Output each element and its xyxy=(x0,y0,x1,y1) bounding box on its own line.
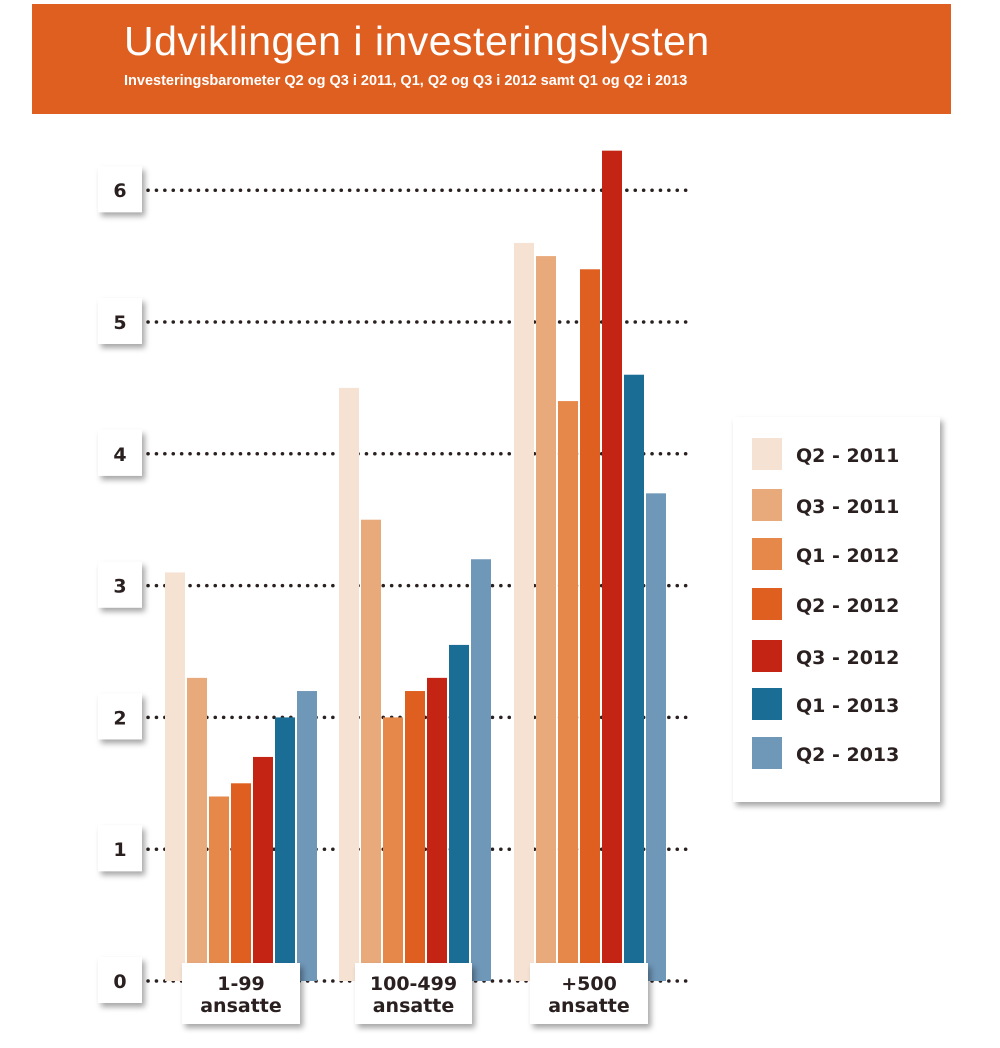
bar-Q1-2013-0 xyxy=(275,717,295,981)
bar-Q1-2012-2 xyxy=(558,401,578,982)
legend-swatch xyxy=(752,588,782,620)
bar-Q2-2013-1 xyxy=(471,559,491,981)
x-category-label: ansatte xyxy=(200,995,282,1017)
bar-Q3-2012-0 xyxy=(253,756,273,981)
legend-label: Q2 - 2011 xyxy=(796,445,899,467)
bar-Q3-2011-2 xyxy=(536,256,556,982)
legend-swatch xyxy=(752,737,782,769)
header-banner: Udviklingen i investeringslysten Investe… xyxy=(32,4,951,114)
bar-Q1-2012-1 xyxy=(383,717,403,981)
y-tick-box xyxy=(98,166,142,213)
legend-label: Q3 - 2012 xyxy=(796,647,899,669)
y-tick-box xyxy=(98,298,142,344)
x-category-label: 1-99 xyxy=(217,973,265,995)
x-category-label: 100-499 xyxy=(370,973,457,995)
y-tick-box xyxy=(98,825,142,872)
bar-Q2-2011-1 xyxy=(339,387,359,981)
legend-swatch xyxy=(752,438,782,470)
y-tick-label: 4 xyxy=(113,444,126,466)
bar-Q2-2011-2 xyxy=(514,242,534,982)
y-tick-box xyxy=(98,429,142,476)
x-category-box xyxy=(182,963,300,1024)
chart-title: Udviklingen i investeringslysten xyxy=(124,18,710,64)
bar-Q2-2011-0 xyxy=(165,572,185,981)
y-tick-label: 3 xyxy=(113,576,126,598)
bar-Q2-2012-0 xyxy=(231,783,251,981)
chart-subtitle: Investeringsbarometer Q2 og Q3 i 2011, Q… xyxy=(124,73,688,89)
bar-Q1-2013-2 xyxy=(624,374,644,982)
bar-Q3-2012-1 xyxy=(427,677,447,981)
x-category-label: ansatte xyxy=(548,995,630,1017)
x-category-label: +500 xyxy=(561,973,617,995)
bar-Q2-2012-1 xyxy=(405,691,425,981)
bar-Q1-2012-0 xyxy=(209,796,229,981)
x-category-box xyxy=(355,963,472,1024)
y-tick-box xyxy=(98,561,142,608)
legend-label: Q2 - 2012 xyxy=(796,595,899,617)
x-category-box xyxy=(530,963,648,1024)
legend-label: Q3 - 2011 xyxy=(796,496,899,518)
bar-Q1-2013-1 xyxy=(449,644,469,981)
x-category-label: ansatte xyxy=(373,995,455,1017)
legend-swatch xyxy=(752,640,782,672)
legend-label: Q2 - 2013 xyxy=(796,744,899,766)
y-tick-label: 2 xyxy=(113,707,126,729)
legend-swatch xyxy=(752,538,782,570)
legend-swatch xyxy=(752,688,782,720)
bar-Q2-2013-2 xyxy=(646,493,666,981)
bar-Q3-2011-1 xyxy=(361,519,381,981)
y-tick-box xyxy=(98,693,142,740)
legend-label: Q1 - 2012 xyxy=(796,545,899,567)
bar-Q2-2012-2 xyxy=(580,269,600,981)
bar-Q3-2012-2 xyxy=(602,150,622,981)
legend-label: Q1 - 2013 xyxy=(796,695,899,717)
bar-Q2-2013-0 xyxy=(297,691,317,981)
y-tick-box xyxy=(98,957,142,1003)
y-tick-label: 5 xyxy=(113,312,126,334)
y-tick-label: 6 xyxy=(113,180,126,202)
y-tick-label: 1 xyxy=(113,839,126,861)
legend-swatch xyxy=(752,489,782,521)
bar-Q3-2011-0 xyxy=(187,677,207,981)
y-tick-label: 0 xyxy=(113,971,126,993)
